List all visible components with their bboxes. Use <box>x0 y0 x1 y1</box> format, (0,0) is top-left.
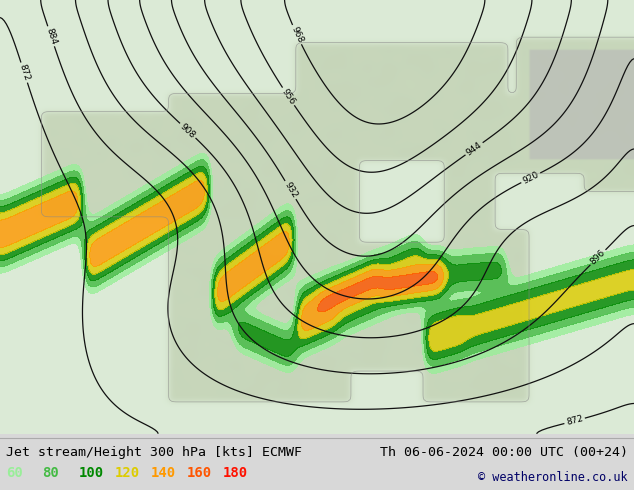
Text: 140: 140 <box>151 466 176 480</box>
Text: 872: 872 <box>17 63 31 82</box>
Text: 872: 872 <box>565 415 584 427</box>
Text: © weatheronline.co.uk: © weatheronline.co.uk <box>478 471 628 484</box>
Text: 884: 884 <box>44 27 58 46</box>
Text: 908: 908 <box>178 122 197 140</box>
Text: 956: 956 <box>280 87 297 106</box>
Text: 100: 100 <box>79 466 104 480</box>
Text: 944: 944 <box>465 140 484 157</box>
Text: Jet stream/Height 300 hPa [kts] ECMWF: Jet stream/Height 300 hPa [kts] ECMWF <box>6 446 302 459</box>
Text: Th 06-06-2024 00:00 UTC (00+24): Th 06-06-2024 00:00 UTC (00+24) <box>380 446 628 459</box>
Text: 60: 60 <box>6 466 23 480</box>
Text: 80: 80 <box>42 466 59 480</box>
Text: 968: 968 <box>289 25 304 45</box>
Text: 180: 180 <box>223 466 249 480</box>
Text: 120: 120 <box>115 466 140 480</box>
Text: 920: 920 <box>521 170 540 186</box>
Text: 160: 160 <box>187 466 212 480</box>
Text: 896: 896 <box>588 248 607 267</box>
Text: 932: 932 <box>282 180 299 200</box>
